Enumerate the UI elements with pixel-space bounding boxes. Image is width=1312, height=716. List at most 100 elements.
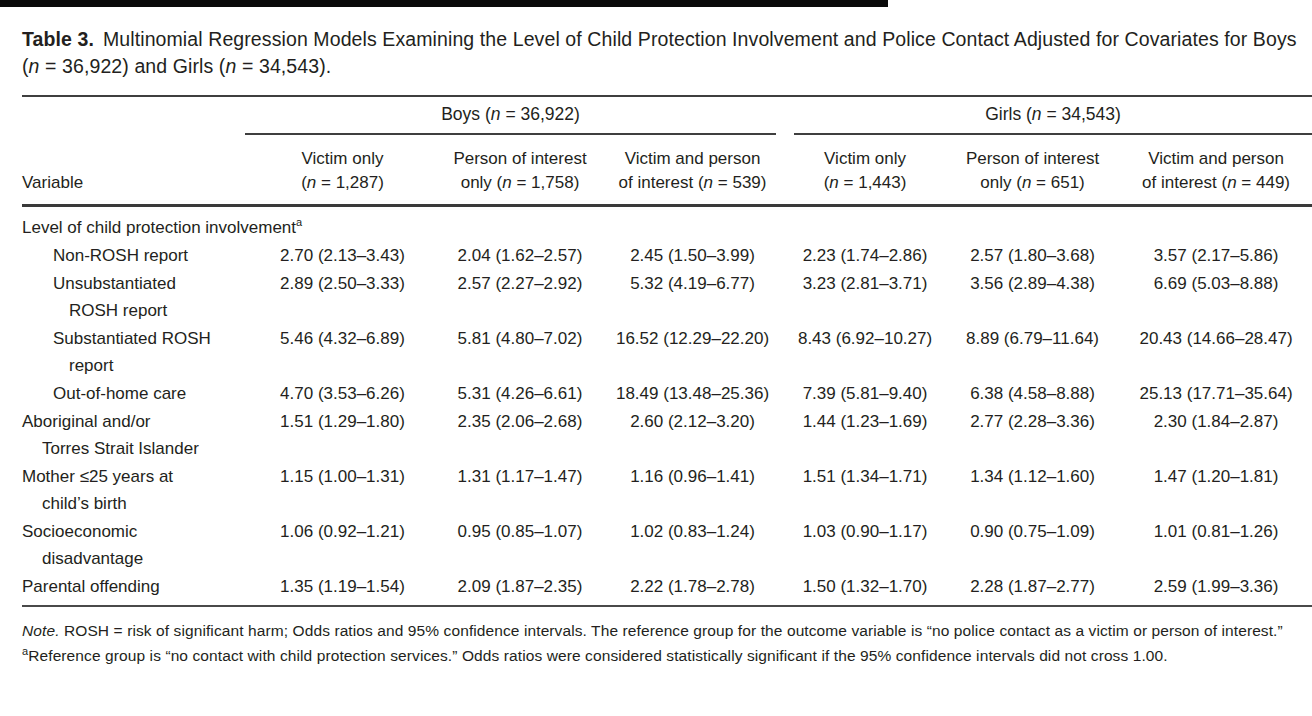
row-label: Mother ≤25 years atchild’s birth <box>22 463 245 518</box>
row-label-line: report <box>22 352 245 379</box>
odds-ratio-cell: 7.39 (5.81–9.40) <box>785 380 945 408</box>
odds-ratio-cell: 2.09 (1.87–2.35) <box>440 573 600 606</box>
column-header-line2: (n = 1,443) <box>787 171 943 195</box>
group-header-girls-label: Girls (n = 34,543) <box>794 104 1312 135</box>
table-figure: Table 3.Multinomial Regression Models Ex… <box>22 26 1312 668</box>
table-row: Parental offending1.35 (1.19–1.54)2.09 (… <box>22 573 1312 606</box>
column-header-line2: only (n = 651) <box>947 171 1118 195</box>
paper-page: Table 3.Multinomial Regression Models Ex… <box>0 0 1312 716</box>
odds-ratio-cell: 1.31 (1.17–1.47) <box>440 463 600 518</box>
column-header-line2: of interest (n = 539) <box>602 171 783 195</box>
column-header-line1: Victim only <box>787 147 943 171</box>
odds-ratio-cell: 2.30 (1.84–2.87) <box>1120 408 1312 463</box>
odds-ratio-cell: 1.44 (1.23–1.69) <box>785 408 945 463</box>
row-label-line: Parental offending <box>22 573 245 600</box>
group-header-boys-label: Boys (n = 36,922) <box>245 104 776 135</box>
odds-ratio-cell: 5.32 (4.19–6.77) <box>600 270 785 325</box>
row-label-line: Non-ROSH report <box>22 242 245 269</box>
odds-ratio-cell: 6.38 (4.58–8.88) <box>945 380 1120 408</box>
table-row: Non-ROSH report2.70 (2.13–3.43)2.04 (1.6… <box>22 242 1312 270</box>
table-title-text: Multinomial Regression Models Examining … <box>22 28 1297 77</box>
odds-ratio-cell: 5.31 (4.26–6.61) <box>440 380 600 408</box>
table-title: Table 3.Multinomial Regression Models Ex… <box>22 26 1312 80</box>
column-header-line2: of interest (n = 449) <box>1122 171 1310 195</box>
row-label-line: Torres Strait Islander <box>22 435 245 462</box>
row-label: Socioeconomicdisadvantage <box>22 518 245 573</box>
column-header-line1: Victim only <box>247 147 438 171</box>
column-header-line2: only (n = 1,758) <box>442 171 598 195</box>
odds-ratio-cell: 0.90 (0.75–1.09) <box>945 518 1120 573</box>
odds-ratio-cell: 3.57 (2.17–5.86) <box>1120 242 1312 270</box>
row-label: Parental offending <box>22 573 245 606</box>
column-header: Victim only(n = 1,443) <box>785 135 945 206</box>
column-header-line2: (n = 1,287) <box>247 171 438 195</box>
odds-ratio-cell: 25.13 (17.71–35.64) <box>1120 380 1312 408</box>
odds-ratio-cell: 2.57 (2.27–2.92) <box>440 270 600 325</box>
footnote-marker: a <box>296 216 302 228</box>
table-notes: Note. ROSH = risk of significant harm; O… <box>22 618 1304 668</box>
odds-ratio-cell: 6.69 (5.03–8.88) <box>1120 270 1312 325</box>
column-header: Victim only(n = 1,287) <box>245 135 440 206</box>
row-label: Out-of-home care <box>22 380 245 408</box>
odds-ratio-cell: 1.51 (1.34–1.71) <box>785 463 945 518</box>
odds-ratio-cell: 2.28 (1.87–2.77) <box>945 573 1120 606</box>
row-label-line: Aboriginal and/or <box>22 408 245 435</box>
group-header-spacer <box>22 96 245 135</box>
group-header-row: Boys (n = 36,922) Girls (n = 34,543) <box>22 96 1312 135</box>
odds-ratio-cell: 5.46 (4.32–6.89) <box>245 325 440 380</box>
odds-ratio-cell: 1.03 (0.90–1.17) <box>785 518 945 573</box>
row-label: UnsubstantiatedROSH report <box>22 270 245 325</box>
table-row: Socioeconomicdisadvantage1.06 (0.92–1.21… <box>22 518 1312 573</box>
row-label: Level of child protection involvementa <box>22 206 1312 243</box>
odds-ratio-cell: 1.51 (1.29–1.80) <box>245 408 440 463</box>
row-label-line: disadvantage <box>22 545 245 572</box>
row-label-line: ROSH report <box>22 297 245 324</box>
note-text: ROSH = risk of significant harm; Odds ra… <box>64 622 1283 639</box>
scan-artifact-bar <box>0 0 888 7</box>
column-header-variable: Variable <box>22 135 245 206</box>
row-label-line: Unsubstantiated <box>22 270 245 297</box>
column-header-line1: Victim and person <box>1122 147 1310 171</box>
table-row: UnsubstantiatedROSH report2.89 (2.50–3.3… <box>22 270 1312 325</box>
table-row: Substantiated ROSHreport5.46 (4.32–6.89)… <box>22 325 1312 380</box>
odds-ratio-cell: 2.70 (2.13–3.43) <box>245 242 440 270</box>
column-header: Victim and personof interest (n = 539) <box>600 135 785 206</box>
table-row: Mother ≤25 years atchild’s birth1.15 (1.… <box>22 463 1312 518</box>
odds-ratio-cell: 2.22 (1.78–2.78) <box>600 573 785 606</box>
odds-ratio-cell: 4.70 (3.53–6.26) <box>245 380 440 408</box>
odds-ratio-cell: 2.60 (2.12–3.20) <box>600 408 785 463</box>
row-label-line: Substantiated ROSH <box>22 325 245 352</box>
odds-ratio-cell: 2.57 (1.80–3.68) <box>945 242 1120 270</box>
odds-ratio-cell: 8.43 (6.92–10.27) <box>785 325 945 380</box>
odds-ratio-cell: 3.23 (2.81–3.71) <box>785 270 945 325</box>
odds-ratio-cell: 2.04 (1.62–2.57) <box>440 242 600 270</box>
row-label-line: Mother ≤25 years at <box>22 463 245 490</box>
row-label: Non-ROSH report <box>22 242 245 270</box>
odds-ratio-cell: 16.52 (12.29–22.20) <box>600 325 785 380</box>
odds-ratio-cell: 2.89 (2.50–3.33) <box>245 270 440 325</box>
column-header-row: Variable Victim only(n = 1,287) Person o… <box>22 135 1312 206</box>
odds-ratio-cell: 8.89 (6.79–11.64) <box>945 325 1120 380</box>
odds-ratio-cell: 18.49 (13.48–25.36) <box>600 380 785 408</box>
table-body: Level of child protection involvementaNo… <box>22 206 1312 607</box>
group-header-girls: Girls (n = 34,543) <box>785 96 1312 135</box>
row-label-line: child’s birth <box>22 490 245 517</box>
odds-ratio-cell: 2.23 (1.74–2.86) <box>785 242 945 270</box>
odds-ratio-cell: 1.02 (0.83–1.24) <box>600 518 785 573</box>
row-label-line: Level of child protection involvementa <box>22 214 1312 241</box>
odds-ratio-cell: 1.34 (1.12–1.60) <box>945 463 1120 518</box>
row-label: Substantiated ROSHreport <box>22 325 245 380</box>
odds-ratio-cell: 5.81 (4.80–7.02) <box>440 325 600 380</box>
note-footnote-a: aReference group is “no contact with chi… <box>22 643 1304 668</box>
odds-ratio-cell: 1.47 (1.20–1.81) <box>1120 463 1312 518</box>
row-label: Aboriginal and/orTorres Strait Islander <box>22 408 245 463</box>
group-header-boys: Boys (n = 36,922) <box>245 96 785 135</box>
note-general: Note. ROSH = risk of significant harm; O… <box>22 618 1304 643</box>
column-header-line1: Person of interest <box>947 147 1118 171</box>
table-row: Aboriginal and/orTorres Strait Islander1… <box>22 408 1312 463</box>
odds-ratio-cell: 1.50 (1.32–1.70) <box>785 573 945 606</box>
odds-ratio-cell: 20.43 (14.66–28.47) <box>1120 325 1312 380</box>
odds-ratio-cell: 2.35 (2.06–2.68) <box>440 408 600 463</box>
odds-ratio-cell: 2.45 (1.50–3.99) <box>600 242 785 270</box>
note-label: Note. <box>22 622 60 639</box>
